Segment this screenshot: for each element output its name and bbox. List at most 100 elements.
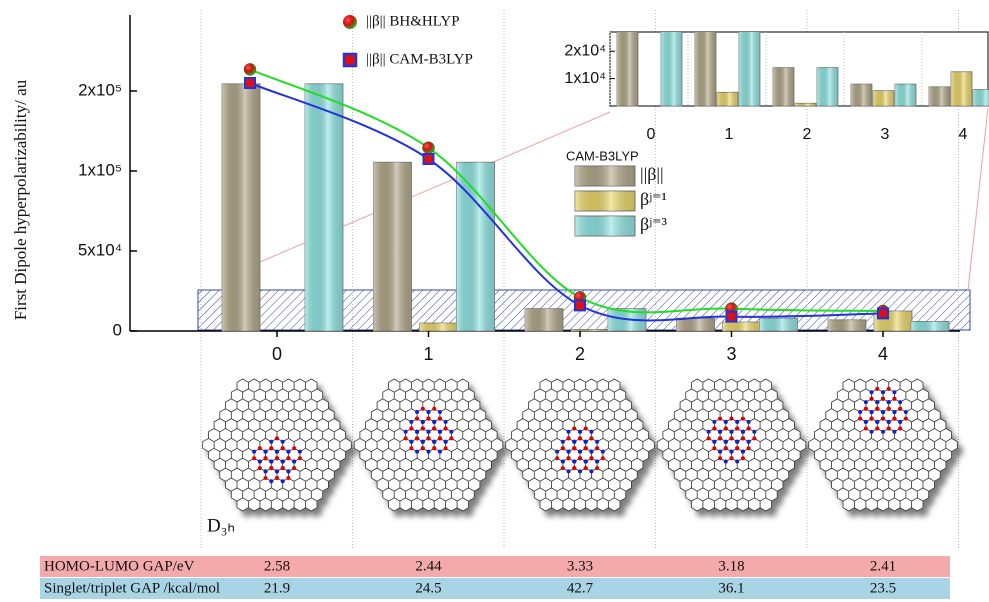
atom [415,417,419,421]
atom [875,420,879,424]
atom [724,446,728,450]
legend-shine [575,216,635,236]
atom [264,476,268,480]
atom [724,440,728,444]
atom [281,440,285,444]
atom [555,450,559,454]
inset-x-tick-label: 1 [725,126,734,143]
atom [904,410,908,414]
bar-shine [895,84,916,106]
atom [444,446,448,450]
atom [298,456,302,460]
atom [718,450,722,454]
inset-y-tick-label: 1x10⁴ [564,70,606,87]
atom [741,417,745,421]
bar-shine [851,84,872,106]
atom [741,436,745,440]
bar-shine [723,322,761,331]
atom [589,456,593,460]
atom [881,430,885,434]
x-tick-label: 0 [272,344,282,364]
atom [561,440,565,444]
atom [555,456,559,460]
atom [741,430,745,434]
atom [718,430,722,434]
bar-shine [617,0,638,106]
atom [427,430,431,434]
bar-shine [929,87,950,106]
atom [292,460,296,464]
atom [747,420,751,424]
atom [730,436,734,440]
atom [567,430,571,434]
y-tick-label: 5x10⁴ [78,240,122,259]
atom [741,450,745,454]
atom [875,387,879,391]
atom [258,466,262,470]
atom [864,427,868,431]
atom [415,410,419,414]
bar-shine [695,0,716,106]
table-cell: 36.1 [718,580,744,596]
legend-label: ||β|| BH&HLYP [366,13,460,29]
bar-shine [222,84,260,331]
zoom-connector [968,108,988,290]
atom [887,400,891,404]
atom [427,417,431,421]
bar-shine [739,0,760,106]
point [244,63,256,75]
bar-shine [717,92,738,106]
atom [292,446,296,450]
table-cell: 2.44 [415,558,442,574]
atom [432,427,436,431]
inset-x-tick-label: 4 [959,126,968,143]
atom [438,450,442,454]
atom [578,456,582,460]
atom [275,469,279,473]
line-series [250,83,883,320]
atom [735,427,739,431]
atom [712,427,716,431]
atom [741,456,745,460]
atom [444,427,448,431]
atom [252,450,256,454]
atom [735,446,739,450]
figure: First Dipole hyperpolarizability/ au CAM… [0,0,989,602]
atom [752,436,756,440]
atom [707,430,711,434]
atom [870,430,874,434]
atom [870,390,874,394]
inset-x-tick-label: 3 [881,126,890,143]
atom [298,450,302,454]
atom [438,410,442,414]
atom [898,420,902,424]
atom [892,417,896,421]
atom [258,446,262,450]
atom [724,420,728,424]
atom [286,469,290,473]
atom [735,440,739,444]
atom [572,427,576,431]
atom [864,420,868,424]
atom [264,469,268,473]
atom [444,440,448,444]
atom [578,436,582,440]
atom [427,436,431,440]
bar-shine [661,0,682,106]
atom [449,436,453,440]
atom [269,446,273,450]
point [575,300,585,310]
atom [735,420,739,424]
legend-marker [344,54,356,66]
atom [578,430,582,434]
atom [887,427,891,431]
atom [712,440,716,444]
atom [735,460,739,464]
atom [432,446,436,450]
atom [281,479,285,483]
molecule [657,379,806,511]
x-tick-label: 3 [726,344,736,364]
bar-shine [677,318,715,331]
atom [601,450,605,454]
table-cell: 21.9 [264,580,290,596]
